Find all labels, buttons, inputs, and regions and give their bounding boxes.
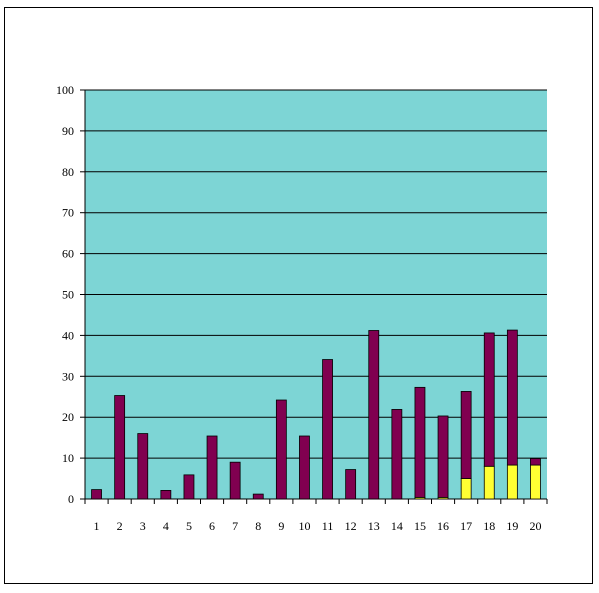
y-tick-label: 70 xyxy=(62,206,74,220)
y-tick-label: 10 xyxy=(62,451,74,465)
y-tick-label: 40 xyxy=(62,328,74,342)
x-tick-label: 18 xyxy=(483,519,495,533)
bar-series2-17 xyxy=(460,391,472,479)
y-tick-label: 20 xyxy=(62,410,74,424)
bar-series2-3 xyxy=(137,433,149,500)
x-tick-label: 19 xyxy=(506,519,518,533)
x-tick-label: 5 xyxy=(186,519,192,533)
bar-series2-14 xyxy=(391,409,403,500)
bar-series2-19 xyxy=(506,329,518,466)
bar-series2-10 xyxy=(299,435,310,500)
bar-series2-15 xyxy=(414,386,426,498)
y-tick-label: 100 xyxy=(56,83,74,97)
x-tick-label: 6 xyxy=(209,519,215,533)
bar-series2-1 xyxy=(91,489,102,500)
x-tick-label: 10 xyxy=(298,519,310,533)
x-tick-label: 2 xyxy=(117,519,123,533)
x-tick-label: 3 xyxy=(140,519,146,533)
x-tick-label: 1 xyxy=(94,519,100,533)
x-tick-label: 12 xyxy=(345,519,357,533)
bar-series2-20 xyxy=(530,458,541,466)
x-tick-label: 20 xyxy=(529,519,541,533)
bar-series2-16 xyxy=(437,415,449,498)
y-tick-label: 50 xyxy=(62,288,74,302)
bar-series2-11 xyxy=(322,359,333,500)
bar-series2-2 xyxy=(114,395,126,500)
x-tick-label: 15 xyxy=(414,519,426,533)
bar-series2-9 xyxy=(275,399,287,500)
bar-series2-4 xyxy=(160,490,172,500)
y-tick-label: 30 xyxy=(62,369,74,383)
x-tick-label: 8 xyxy=(255,519,261,533)
y-tick-label: 60 xyxy=(62,247,74,261)
bar-series1-20 xyxy=(530,464,541,500)
x-tick-label: 14 xyxy=(391,519,403,533)
x-tick-label: 16 xyxy=(437,519,449,533)
x-tick-label: 13 xyxy=(368,519,380,533)
bar-series1-19 xyxy=(506,464,518,500)
bar-series2-18 xyxy=(483,332,495,467)
x-tick-label: 4 xyxy=(163,519,169,533)
x-tick-label: 7 xyxy=(232,519,238,533)
bar-series2-13 xyxy=(368,330,380,500)
bar-series2-8 xyxy=(252,493,264,500)
y-tick-label: 80 xyxy=(62,165,74,179)
y-tick-label: 0 xyxy=(68,492,74,506)
bar-series2-6 xyxy=(206,435,218,500)
y-tick-label: 90 xyxy=(62,124,74,138)
x-tick-label: 17 xyxy=(460,519,472,533)
bar-series2-7 xyxy=(229,461,241,500)
bar-series2-12 xyxy=(345,469,357,500)
bar-series1-17 xyxy=(460,478,472,500)
bar-series1-18 xyxy=(483,465,495,500)
bar-series2-5 xyxy=(183,474,195,500)
x-tick-label: 11 xyxy=(322,519,334,533)
x-tick-label: 9 xyxy=(278,519,284,533)
